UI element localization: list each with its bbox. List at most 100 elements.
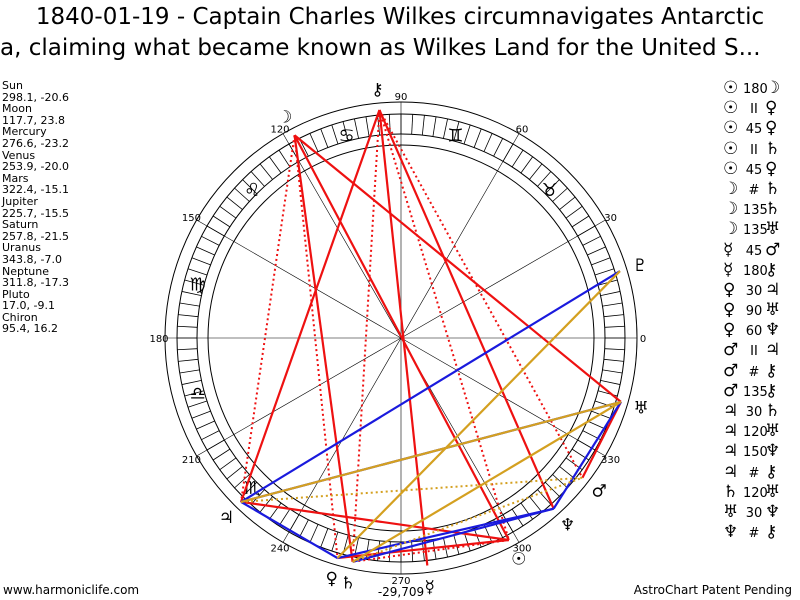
planet-coords: 276.6, -23.2 [2, 136, 69, 150]
planet-coords: 117.7, 23.8 [2, 113, 65, 127]
degree-tick [365, 116, 370, 137]
chart-value-label: -29,709 [378, 585, 424, 599]
aspect-line [240, 500, 339, 559]
aspect-line [351, 109, 381, 562]
aspect-line [352, 476, 583, 563]
planet-name: Neptune [2, 264, 50, 278]
degree-tick [552, 474, 568, 489]
degree-tick [603, 358, 624, 362]
aspect-type: 45 [745, 243, 763, 259]
aspect-planet-glyph: ☽ [765, 78, 781, 98]
aspect-planet-glyph: ♅ [765, 421, 781, 442]
planet-name: Moon [2, 102, 32, 116]
aspect-line [581, 401, 622, 479]
degree-label: 210 [182, 455, 201, 466]
aspect-line [240, 109, 381, 503]
aspect-type: 60 [745, 324, 763, 340]
aspect-planet-glyph: ♄ [723, 481, 739, 502]
aspect-row: ☽ 135♄ [723, 199, 785, 219]
aspect-row: ♀ 60 ♆ [723, 320, 785, 340]
degree-label: 30 [604, 213, 617, 224]
degree-tick [411, 114, 414, 135]
degree-tick [411, 541, 414, 562]
degree-tick [443, 118, 448, 139]
aspect-row: ♀ 90 ♅ [723, 300, 785, 320]
aspect-line [293, 135, 339, 559]
aspect-planet-glyph: ♂ [723, 360, 739, 381]
planet-glyph: ☿ [425, 577, 435, 597]
degree-tick [342, 121, 349, 142]
aspect-row: ☉ II ♄ [723, 139, 785, 159]
degree-label: 120 [270, 124, 289, 135]
aspect-planet-glyph: ♀ [765, 98, 778, 119]
degree-tick [181, 380, 202, 385]
planet-name: Sun [2, 79, 23, 92]
planet-glyph: ☽ [277, 108, 292, 128]
degree-tick [544, 179, 560, 195]
planet-name: Jupiter [2, 194, 38, 208]
planet-positions-list: Sun 298.1, -20.6 Moon 117.7, 23.8 Mercury 276… [2, 80, 69, 335]
degree-tick [377, 540, 381, 561]
aspect-type: 30 [745, 405, 763, 420]
aspect-planet-glyph: ⚷ [765, 461, 778, 482]
aspect-row: ♃ 150♆ [723, 441, 785, 461]
degree-tick [594, 268, 615, 276]
degree-tick [226, 196, 243, 210]
degree-tick [184, 279, 205, 286]
planet-name: Saturn [2, 218, 39, 232]
planet-coords: 322.4, -15.1 [2, 183, 69, 197]
degree-tick [421, 115, 425, 136]
aspect-planet-glyph: ♀ [765, 118, 778, 139]
aspect-row: ♂ # ⚷ [723, 361, 785, 381]
degree-label: 330 [601, 455, 620, 466]
aspect-planet-glyph: ☽ [723, 219, 739, 240]
planet-glyph: ♃ [219, 508, 234, 528]
degree-tick [432, 539, 437, 560]
aspect-type: 135 [743, 384, 768, 400]
aspect-planet-glyph: ♀ [723, 320, 736, 341]
degree-tick [226, 466, 243, 480]
degree-tick [388, 114, 391, 135]
degree-tick [529, 496, 543, 513]
planet-name: Pluto [2, 287, 30, 301]
degree-tick [196, 420, 215, 430]
aspect-type: 45 [745, 122, 763, 138]
degree-tick [571, 215, 590, 228]
degree-tick [196, 246, 215, 256]
aspect-planet-glyph: ♀ [765, 158, 778, 179]
degree-tick [354, 118, 359, 139]
degree-tick [520, 502, 533, 520]
aspect-row: ☽ 135♅ [723, 219, 785, 239]
aspect-type: # [748, 526, 760, 542]
degree-tick [537, 171, 552, 187]
planet-coords: 298.1, -20.6 [2, 90, 69, 104]
aspect-line [378, 109, 555, 510]
degree-tick [587, 246, 606, 256]
aspect-row: ♃ 120♅ [723, 421, 785, 441]
degree-tick [219, 206, 237, 219]
planet-glyph: ⚷ [371, 80, 383, 100]
aspect-type: 30 [745, 505, 763, 521]
aspect-planet-glyph: ♄ [765, 138, 781, 159]
planet-coords: 95.4, 16.2 [2, 322, 58, 336]
aspect-type: 180 [743, 82, 768, 97]
degree-tick [432, 116, 437, 137]
degree-tick [600, 380, 621, 385]
degree-tick [604, 348, 625, 351]
degree-tick [212, 448, 231, 461]
aspect-type: # [748, 364, 760, 380]
degree-tick [582, 235, 601, 246]
degree-label: 240 [270, 544, 289, 555]
degree-tick [320, 528, 329, 548]
degree-tick [259, 496, 273, 513]
aspect-row: ☿ 45 ♂ [723, 240, 785, 260]
aspect-line [293, 134, 622, 403]
degree-tick [191, 257, 211, 266]
aspect-row: ♄ 120♅ [723, 482, 785, 502]
degree-tick [234, 474, 250, 489]
degree-tick [603, 314, 624, 318]
degree-tick [309, 524, 319, 543]
aspect-type: 135 [743, 203, 768, 219]
degree-tick [309, 133, 319, 152]
aspect-planet-glyph: ☉ [723, 78, 739, 98]
